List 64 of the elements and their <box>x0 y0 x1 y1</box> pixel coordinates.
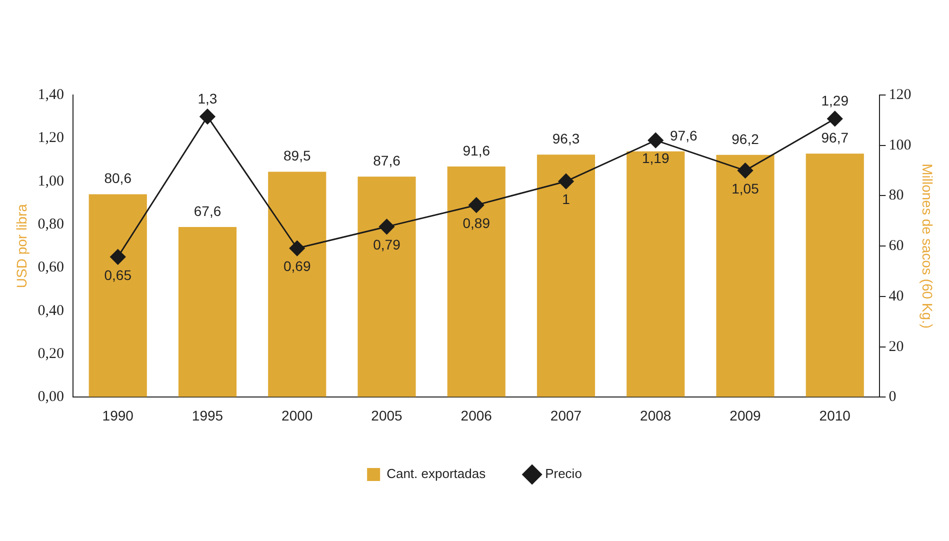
bar <box>626 151 685 397</box>
point <box>378 218 394 234</box>
y-tick-label: 0,20 <box>38 346 64 362</box>
x-tick-label: 1990 <box>102 407 134 424</box>
y-tick-label: 0,00 <box>38 389 64 406</box>
data-label: 96,3 <box>552 130 580 147</box>
data-label: 80,6 <box>104 170 132 186</box>
y-tick-label: 0,80 <box>38 216 64 232</box>
y-tick-label: 1,40 <box>38 86 64 103</box>
point <box>558 174 574 190</box>
x-tick-label: 2007 <box>550 407 582 424</box>
data-label: 1,05 <box>732 180 760 196</box>
bar <box>358 176 416 397</box>
y2-tick-label: 20 <box>888 338 904 355</box>
bar <box>88 194 147 397</box>
x-tick-label: 2000 <box>282 407 313 424</box>
x-tick-label: 2005 <box>371 407 403 424</box>
data-label: 91,6 <box>462 142 490 158</box>
legend-label: Cant. exportadas <box>386 466 486 482</box>
point <box>648 132 664 148</box>
data-label: 96,2 <box>732 130 760 147</box>
legend-label: Precio <box>545 466 582 482</box>
y2-axis-title: Millones de sacos (60 Kg.) <box>920 164 936 329</box>
x-tick-label: 2010 <box>819 407 851 424</box>
y-axis-title: USD por libra <box>13 204 30 288</box>
point <box>200 108 216 124</box>
point <box>468 197 484 213</box>
bar <box>806 154 864 397</box>
data-label: 67,6 <box>194 202 222 219</box>
data-label: 97,6 <box>670 127 698 144</box>
point <box>289 240 305 256</box>
x-tick-label: 2009 <box>730 407 762 424</box>
y2-tick-label: 100 <box>888 137 912 154</box>
data-label: 96,7 <box>821 130 849 146</box>
bar <box>178 226 237 397</box>
x-tick-label: 2008 <box>640 407 672 424</box>
bar <box>268 172 326 397</box>
data-label: 1,19 <box>642 150 670 166</box>
point <box>110 249 126 265</box>
x-tick-label: 1995 <box>192 407 224 424</box>
data-label: 0,69 <box>283 258 311 274</box>
bar <box>716 154 774 397</box>
data-label: 0,65 <box>104 266 132 283</box>
y-tick-label: 1,00 <box>38 173 64 190</box>
bar <box>447 166 506 397</box>
data-label: 89,5 <box>283 148 311 164</box>
x-tick-label: 2006 <box>460 407 492 424</box>
y-tick-label: 1,20 <box>38 130 64 146</box>
data-label: 1,29 <box>821 92 849 109</box>
bar <box>536 154 596 397</box>
point <box>738 162 754 178</box>
y2-tick-label: 0 <box>888 389 896 406</box>
y2-tick-label: 120 <box>888 86 912 103</box>
data-label: 0,79 <box>373 236 401 253</box>
data-label: 1 <box>562 191 570 208</box>
point <box>827 110 843 126</box>
y2-tick-label: 60 <box>888 238 904 254</box>
data-label: 0,89 <box>462 214 490 231</box>
y2-tick-label: 80 <box>888 188 904 204</box>
y-tick-label: 0,60 <box>38 260 64 276</box>
y2-tick-label: 40 <box>888 288 904 304</box>
y-tick-label: 0,40 <box>38 302 64 319</box>
data-label: 87,6 <box>373 152 401 168</box>
data-label: 1,3 <box>198 90 218 106</box>
